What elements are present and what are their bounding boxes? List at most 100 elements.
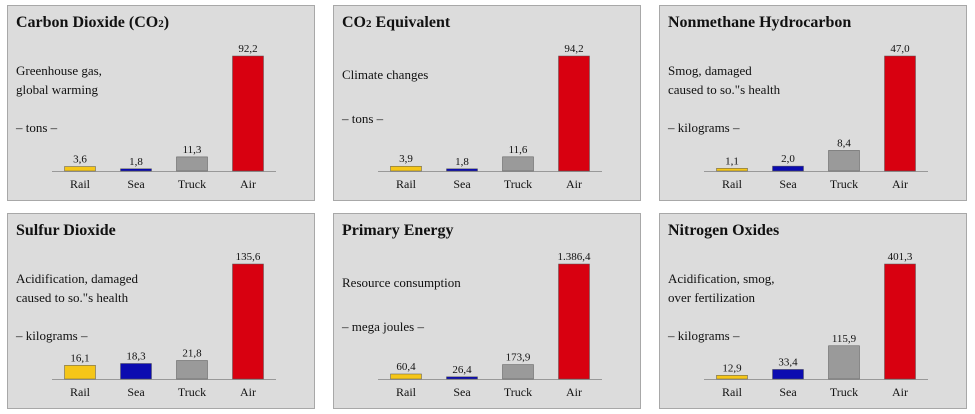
value-label-air: 94,2 [564, 43, 583, 55]
category-label-sea: Sea [453, 177, 471, 191]
category-label-air: Air [566, 385, 582, 399]
panel-description: Acidification, damaged caused to so."s h… [16, 250, 138, 345]
bar-rail [716, 168, 748, 172]
category-label-sea: Sea [779, 177, 797, 191]
value-label-rail: 1,1 [725, 155, 739, 167]
value-label-truck: 8,4 [837, 137, 851, 149]
value-label-sea: 33,4 [778, 356, 798, 368]
bar-truck [828, 150, 860, 172]
value-label-sea: 1,8 [455, 156, 469, 168]
description-text: Acidification, damaged caused to so."s h… [16, 271, 139, 305]
description-text: Greenhouse gas, global warming [16, 63, 102, 97]
unit-label: – tons – [16, 120, 58, 135]
value-label-rail: 3,6 [73, 154, 87, 166]
bar-rail [64, 365, 96, 380]
panel-description: Acidification, smog, over fertilization … [668, 250, 775, 345]
unit-label: – mega joules – [342, 319, 424, 334]
value-label-rail: 3,9 [399, 153, 413, 165]
category-label-truck: Truck [178, 177, 206, 191]
panel-title: CO2 Equivalent [342, 14, 451, 31]
bar-air [884, 55, 916, 172]
bar-truck [502, 156, 534, 172]
value-label-sea: 26,4 [452, 364, 472, 376]
value-label-air: 92,2 [238, 43, 257, 55]
panel-description: Resource consumption – mega joules – [342, 250, 461, 338]
value-label-sea: 1,8 [129, 156, 143, 168]
description-text: Smog, damaged caused to so."s health [668, 63, 781, 97]
bar-truck [176, 156, 208, 172]
panel-sulfur-dioxide: Sulfur Dioxide Acidification, damaged ca… [7, 213, 315, 409]
bar-sea [772, 165, 804, 172]
value-label-truck: 11,3 [183, 144, 202, 156]
bar-chart-co2-equivalent: 3,9 Rail 1,8 Sea 11,6 Truck 94,2 Air [378, 43, 602, 191]
bar-sea [772, 369, 804, 380]
category-label-sea: Sea [453, 385, 471, 399]
bar-air [232, 55, 264, 172]
description-text: Acidification, smog, over fertilization [668, 271, 775, 305]
panel-title: Primary Energy [342, 222, 454, 239]
bar-rail [390, 165, 422, 172]
panel-co2-equivalent: CO2 Equivalent Climate changes – tons – … [333, 5, 641, 201]
bar-chart-nonmethane-hydrocarbon: 1,1 Rail 2,0 Sea 8,4 Truck 47,0 Air [704, 43, 928, 191]
value-label-rail: 12,9 [722, 362, 742, 374]
bar-sea [446, 376, 478, 380]
category-label-truck: Truck [830, 177, 858, 191]
category-label-air: Air [892, 177, 908, 191]
value-label-rail: 16,1 [70, 352, 89, 364]
panel-description: Smog, damaged caused to so."s health – k… [668, 42, 780, 137]
unit-label: – kilograms – [668, 328, 740, 343]
value-label-air: 135,6 [236, 251, 261, 263]
category-label-air: Air [892, 385, 908, 399]
value-label-truck: 115,9 [832, 333, 857, 345]
panel-title: Nitrogen Oxides [668, 222, 780, 239]
bar-sea [446, 168, 478, 172]
panel-title: Sulfur Dioxide [16, 222, 116, 239]
category-label-sea: Sea [127, 385, 145, 399]
category-label-rail: Rail [722, 177, 743, 191]
category-label-rail: Rail [722, 385, 743, 399]
category-label-sea: Sea [779, 385, 797, 399]
bar-chart-primary-energy: 60,4 Rail 26,4 Sea 173,9 Truck 1.386,4 Air [378, 251, 602, 399]
description-text: Climate changes [342, 67, 429, 82]
category-label-truck: Truck [504, 177, 532, 191]
unit-label: – kilograms – [16, 328, 88, 343]
bar-rail [390, 373, 422, 380]
bar-air [558, 55, 590, 172]
bar-rail [716, 375, 748, 380]
bar-truck [502, 364, 534, 380]
panel-primary-energy: Primary Energy Resource consumption – me… [333, 213, 641, 409]
panel-description: Climate changes – tons – [342, 42, 428, 130]
value-label-sea: 18,3 [126, 350, 146, 362]
bar-chart-sulfur-dioxide: 16,1 Rail 18,3 Sea 21,8 Truck 135,6 Air [52, 251, 276, 399]
category-label-air: Air [566, 177, 582, 191]
panel-nitrogen-oxides: Nitrogen Oxides Acidification, smog, ove… [659, 213, 967, 409]
panel-nonmethane-hydrocarbon: Nonmethane Hydrocarbon Smog, damaged cau… [659, 5, 967, 201]
category-label-sea: Sea [127, 177, 145, 191]
category-label-rail: Rail [70, 385, 91, 399]
bar-air [232, 263, 264, 380]
unit-label: – kilograms – [668, 120, 740, 135]
panel-title: Nonmethane Hydrocarbon [668, 14, 852, 31]
value-label-truck: 21,8 [182, 348, 202, 360]
bar-air [884, 263, 916, 380]
category-label-air: Air [240, 177, 256, 191]
bar-air [558, 263, 590, 380]
bar-sea [120, 363, 152, 380]
category-label-air: Air [240, 385, 256, 399]
value-label-air: 1.386,4 [558, 251, 592, 263]
category-label-truck: Truck [504, 385, 532, 399]
category-label-rail: Rail [396, 385, 417, 399]
bar-chart-carbon-dioxide: 3,6 Rail 1,8 Sea 11,3 Truck 92,2 Air [52, 43, 276, 191]
unit-label: – tons – [342, 111, 384, 126]
value-label-rail: 60,4 [396, 361, 416, 373]
value-label-sea: 2,0 [781, 153, 795, 165]
value-label-truck: 11,6 [509, 144, 528, 156]
bar-truck [828, 345, 860, 380]
category-label-truck: Truck [830, 385, 858, 399]
category-label-rail: Rail [396, 177, 417, 191]
value-label-truck: 173,9 [506, 352, 531, 364]
panel-description: Greenhouse gas, global warming – tons – [16, 42, 102, 137]
category-label-truck: Truck [178, 385, 206, 399]
category-label-rail: Rail [70, 177, 91, 191]
description-text: Resource consumption [342, 275, 461, 290]
